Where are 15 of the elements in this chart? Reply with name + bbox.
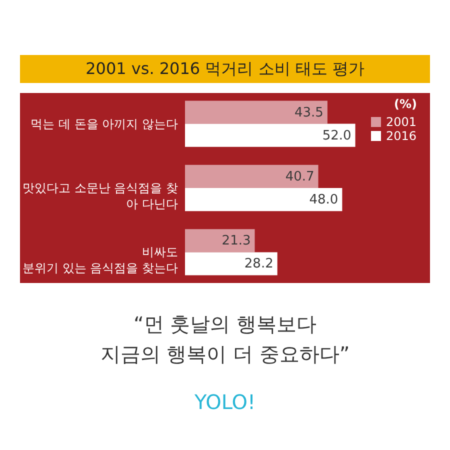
y-tick-label: 맛있다고 소문난 음식점을 찾 아 다닌다 [22, 181, 178, 211]
legend-label: 2001 [386, 115, 417, 129]
data-label: 28.2 [244, 256, 274, 272]
text: “먼 훗날의 행복보다 지금의 행복이 더 중요하다” [100, 312, 350, 366]
data-label: 21.3 [222, 234, 251, 249]
y-tick-label: 비싸도 분위기 있는 음식점을 찾는다 [22, 245, 178, 276]
y-tick-label: 먹는 데 돈을 아끼지 않는다 [30, 116, 178, 131]
data-label: 40.7 [285, 169, 314, 184]
data-label: 52.0 [322, 128, 352, 144]
chart-title: 2001 vs. 2016 먹거리 소비 태도 평가 [86, 59, 364, 78]
text: YOLO! [193, 390, 256, 414]
data-label: 48.0 [309, 192, 338, 208]
legend-label: 2016 [386, 129, 417, 143]
legend-title: (%) [394, 97, 417, 111]
data-label: 43.5 [294, 105, 324, 120]
